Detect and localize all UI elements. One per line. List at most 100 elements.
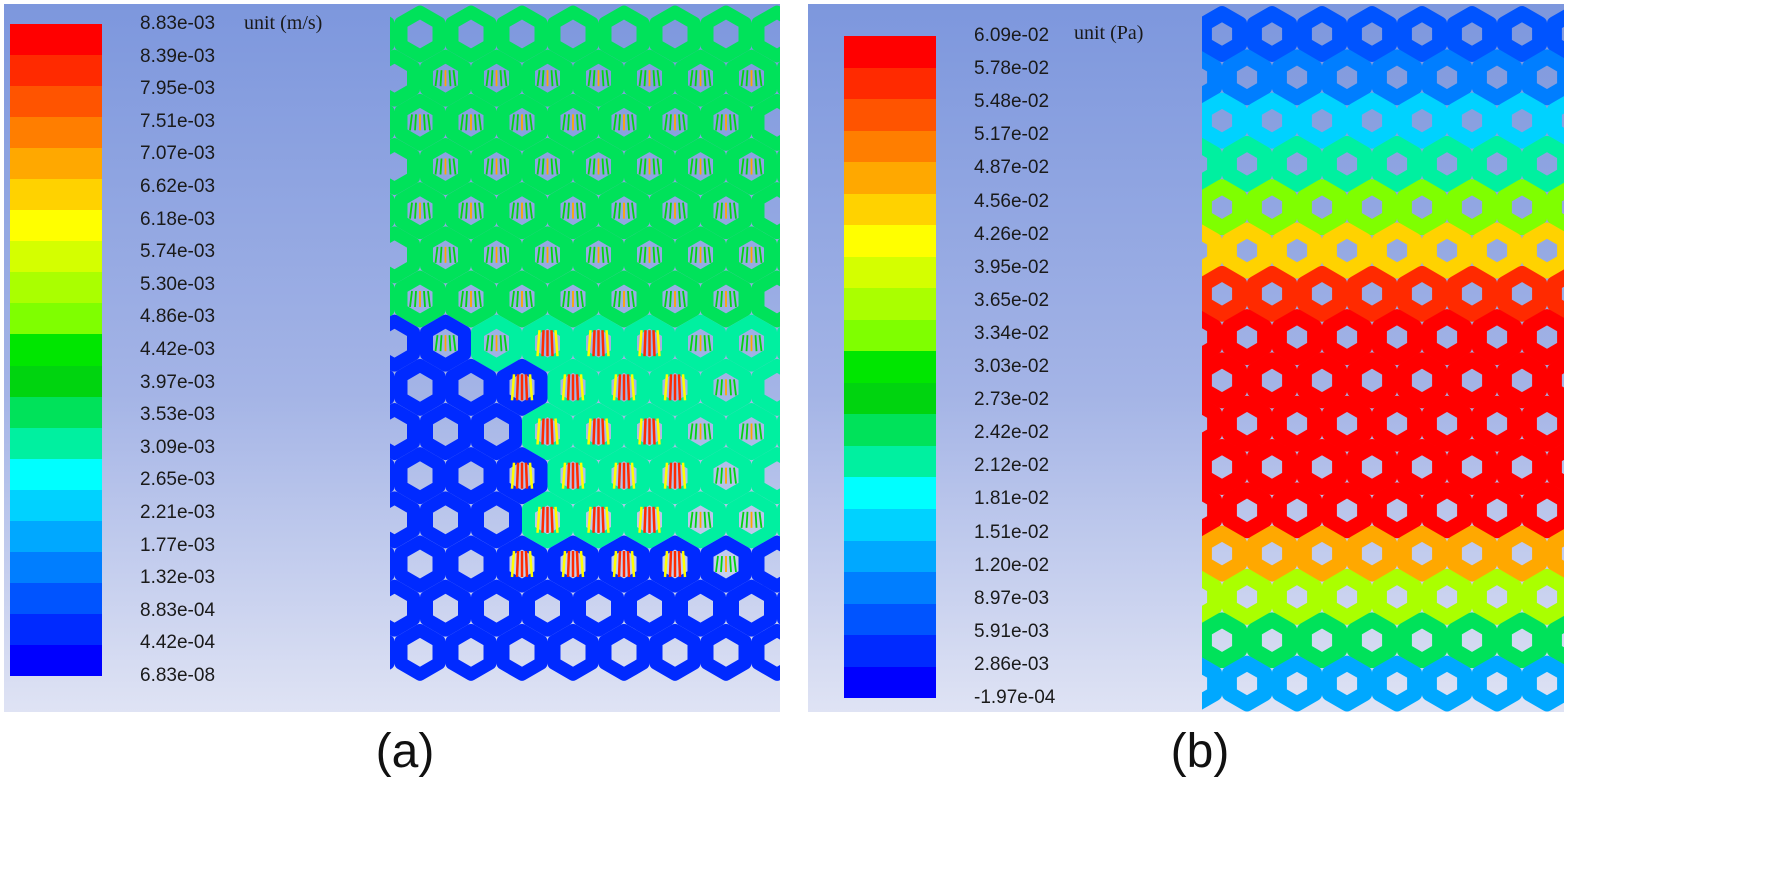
hex-cell	[1496, 352, 1548, 409]
velocity-vector	[703, 335, 707, 352]
velocity-vector	[575, 462, 580, 489]
colorbar-tick-label: 6.62e-03	[140, 176, 216, 197]
velocity-vector	[720, 379, 723, 396]
velocity-vector	[694, 70, 698, 87]
colorbar-tick-label: 3.09e-03	[140, 436, 216, 458]
colorbar-segment	[10, 86, 102, 118]
velocity-vector	[528, 550, 534, 578]
hex-cell	[1202, 352, 1248, 409]
velocity-vector	[630, 374, 636, 401]
velocity-vector	[601, 506, 605, 533]
velocity-vector	[601, 158, 605, 175]
hex-cell	[1396, 92, 1448, 149]
velocity-vector	[681, 374, 687, 401]
hex-cell	[1246, 439, 1298, 495]
velocity-vector	[536, 246, 541, 263]
velocity-vector	[681, 550, 687, 578]
hex-cell	[1296, 92, 1348, 149]
hex-cell	[649, 358, 701, 416]
hex-cell	[573, 491, 624, 549]
hex-cell	[496, 358, 548, 416]
hex-cell	[496, 447, 548, 505]
hex-cell	[649, 447, 701, 505]
velocity-vector	[414, 290, 417, 308]
velocity-vector	[605, 246, 610, 263]
velocity-vector	[664, 290, 668, 308]
hex-cell	[1446, 179, 1498, 236]
velocity-vector	[617, 462, 622, 489]
velocity-vector	[439, 335, 443, 352]
velocity-vector	[511, 114, 515, 131]
hex-cell	[1221, 569, 1273, 625]
hex-cell	[751, 623, 780, 681]
hex-cell	[726, 49, 777, 107]
hex-cell	[1271, 136, 1323, 192]
hex-cell	[1346, 525, 1398, 582]
colorbar-tick-label: 1.51e-02	[974, 521, 1050, 543]
hex-cell	[1421, 222, 1473, 279]
hex-cell	[751, 270, 780, 328]
hex-cell	[1521, 309, 1564, 365]
hex-cell	[649, 270, 701, 328]
velocity-vector	[452, 70, 457, 87]
hex-cell	[700, 623, 752, 681]
velocity-vector	[448, 158, 452, 175]
velocity-vector	[758, 158, 763, 175]
velocity-vector	[627, 114, 630, 131]
colorbar-tick-label: 4.42e-03	[140, 339, 216, 360]
velocity-vector	[566, 550, 571, 578]
velocity-vector	[601, 418, 605, 445]
hex-cell	[1471, 222, 1523, 279]
velocity-vector	[452, 335, 457, 352]
hex-cell	[624, 403, 675, 460]
hex-cell	[1202, 484, 1223, 537]
colorbar-tick-label: 1.20e-02	[974, 554, 1050, 576]
hex-cell	[394, 270, 446, 328]
velocity-vector	[694, 158, 698, 175]
velocity-vector	[580, 290, 584, 308]
velocity-vector	[434, 70, 439, 87]
hex-cell	[522, 491, 573, 549]
colorbar-tick-label: 8.83e-03	[140, 13, 216, 34]
hex-cell	[1546, 9, 1564, 59]
hex-cell	[496, 270, 548, 328]
hex-cell	[420, 491, 471, 549]
hex-cell	[1446, 352, 1498, 409]
hex-cell	[700, 182, 752, 240]
hex-cell	[390, 226, 420, 284]
velocity-vector	[729, 114, 732, 131]
velocity-vector	[720, 290, 723, 308]
colorbar-tick-label: 2.65e-03	[140, 469, 216, 491]
colorbar-tick-label: 8.97e-03	[974, 587, 1050, 609]
hex-cell	[624, 138, 675, 195]
colorbar-tick-label: 6.18e-03	[140, 208, 216, 230]
velocity-vector	[638, 506, 643, 533]
hex-cell	[1421, 136, 1473, 192]
hex-cell	[1346, 352, 1398, 409]
velocity-vector	[638, 158, 643, 175]
hex-cell	[1396, 179, 1448, 236]
hex-cell	[390, 579, 420, 637]
velocity-vector	[490, 335, 494, 352]
velocity-vector	[612, 550, 618, 578]
velocity-vector	[758, 246, 763, 263]
colorbar-segment	[10, 365, 102, 397]
hex-cell	[390, 49, 420, 107]
hex-cell	[1371, 569, 1423, 625]
velocity-unit: unit (m/s)	[244, 12, 323, 34]
colorbar-segment	[10, 148, 102, 180]
velocity-vector	[729, 202, 732, 219]
velocity-vector	[694, 246, 698, 263]
pressure-contour-field	[1202, 6, 1564, 712]
colorbar-segment	[10, 117, 102, 149]
hex-cell	[1221, 136, 1273, 192]
colorbar-tick-label: 1.32e-03	[140, 567, 216, 589]
velocity-vector	[745, 70, 749, 87]
velocity-vector	[536, 158, 541, 175]
velocity-vector	[529, 290, 533, 308]
hex-cell	[1446, 265, 1498, 322]
velocity-vector	[707, 246, 712, 263]
colorbar-segment	[844, 603, 936, 636]
hex-cell	[1421, 49, 1473, 106]
velocity-vector	[503, 335, 508, 352]
